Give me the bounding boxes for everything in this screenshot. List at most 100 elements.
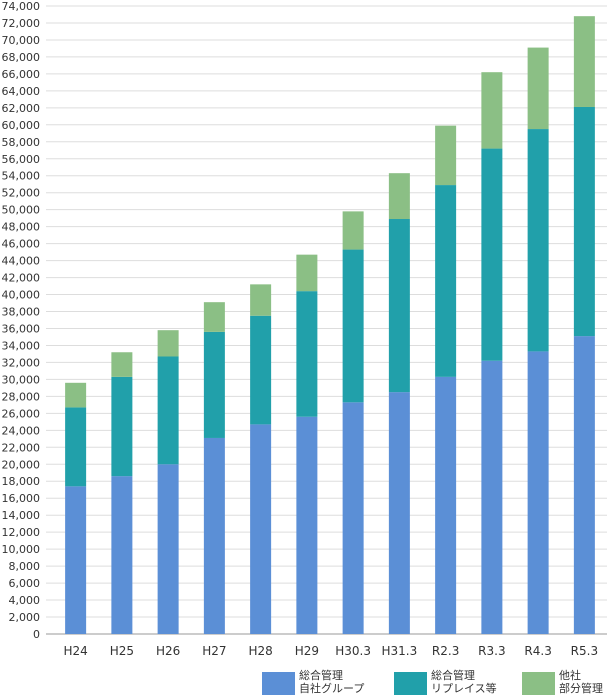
y-tick-label: 48,000 xyxy=(2,221,41,234)
bar-segment-1 xyxy=(342,402,364,634)
bar-segment-1 xyxy=(435,376,457,634)
y-tick-label: 24,000 xyxy=(2,424,41,437)
x-category-label: H26 xyxy=(156,644,180,658)
bar-segment-2 xyxy=(111,376,133,477)
legend-label-line: リプレイス等 xyxy=(431,681,497,695)
legend-label-1: 総合管理自社グループ xyxy=(299,668,364,695)
y-tick-label: 30,000 xyxy=(2,373,41,386)
y-tick-label: 28,000 xyxy=(2,390,41,403)
y-tick-label: 16,000 xyxy=(2,492,41,505)
y-tick-label: 60,000 xyxy=(2,119,41,132)
bar-segment-2 xyxy=(203,331,225,438)
bar-segment-2 xyxy=(296,291,318,417)
bar-segment-3 xyxy=(65,382,87,408)
x-axis-category-labels: H24 H25 H26 H27 H28 H29 H30.3 H31.3 R2.3 R3.3 R4.3… xyxy=(63,644,598,658)
y-tick-label: 68,000 xyxy=(2,51,41,64)
x-category-label: H29 xyxy=(295,644,319,658)
bar-segment-3 xyxy=(342,211,364,250)
y-tick-label: 0 xyxy=(33,628,40,641)
legend-label-line: 総合管理 xyxy=(299,668,343,682)
x-category-label: H27 xyxy=(202,644,226,658)
y-tick-label: 32,000 xyxy=(2,356,41,369)
y-tick-label: 12,000 xyxy=(2,526,41,539)
legend-label-line: 総合管理 xyxy=(431,668,475,682)
bar-segment-3 xyxy=(388,173,410,220)
gridlines xyxy=(46,5,607,635)
y-tick-label: 34,000 xyxy=(2,339,41,352)
bar-segment-3 xyxy=(203,302,225,332)
bar-segment-1 xyxy=(65,486,87,634)
bar-segment-3 xyxy=(111,352,133,377)
bar-segment-2 xyxy=(157,356,179,465)
y-tick-label: 70,000 xyxy=(2,34,41,47)
bar-segment-2 xyxy=(435,185,457,377)
y-tick-label: 2,000 xyxy=(9,611,41,624)
bar-segment-1 xyxy=(157,464,179,634)
y-tick-label: 6,000 xyxy=(9,577,41,590)
y-tick-label: 72,000 xyxy=(2,17,41,30)
x-category-label: R4.3 xyxy=(524,644,551,658)
x-category-label: H28 xyxy=(248,644,272,658)
bar-segment-1 xyxy=(527,351,549,634)
y-tick-label: 20,000 xyxy=(2,458,41,471)
x-category-label: R3.3 xyxy=(478,644,505,658)
bar-segment-2 xyxy=(481,148,503,361)
bar-segment-3 xyxy=(481,72,503,149)
y-tick-label: 38,000 xyxy=(2,306,41,319)
y-tick-label: 8,000 xyxy=(9,560,41,573)
x-category-label: R5.3 xyxy=(571,644,598,658)
y-tick-label: 58,000 xyxy=(2,136,41,149)
y-tick-label: 54,000 xyxy=(2,170,41,183)
x-category-label: H24 xyxy=(63,644,87,658)
y-axis-tick-labels: 0 2,000 4,000 6,000 8,000 10,000 12,000 14,000 1… xyxy=(2,0,41,641)
bar-segment-2 xyxy=(250,315,272,425)
y-tick-label: 56,000 xyxy=(2,153,41,166)
y-tick-label: 40,000 xyxy=(2,289,41,302)
y-tick-label: 74,000 xyxy=(2,0,41,13)
bar-segment-3 xyxy=(296,254,318,292)
y-tick-label: 66,000 xyxy=(2,68,41,81)
bar-segment-1 xyxy=(203,437,225,634)
y-tick-label: 64,000 xyxy=(2,85,41,98)
bar-segment-1 xyxy=(296,416,318,634)
legend-label-line: 自社グループ xyxy=(299,681,364,695)
legend-label-line: 部分管理 xyxy=(559,681,603,695)
bars xyxy=(65,16,595,634)
legend-label-3: 他社部分管理 xyxy=(559,668,603,695)
y-tick-label: 62,000 xyxy=(2,102,41,115)
bar-segment-3 xyxy=(435,125,457,186)
bar-segment-2 xyxy=(527,129,549,352)
y-tick-label: 50,000 xyxy=(2,204,41,217)
legend-swatch-2 xyxy=(394,672,427,695)
x-category-label: R2.3 xyxy=(432,644,459,658)
bar-segment-1 xyxy=(250,424,272,634)
x-category-label: H30.3 xyxy=(335,644,371,658)
bar-segment-2 xyxy=(388,219,410,393)
x-category-label: H31.3 xyxy=(382,644,418,658)
y-tick-label: 52,000 xyxy=(2,187,41,200)
y-tick-label: 22,000 xyxy=(2,441,41,454)
bar-segment-2 xyxy=(573,106,595,337)
legend-swatch-3 xyxy=(522,672,555,695)
bar-segment-3 xyxy=(527,47,549,130)
legend-label-line: 他社 xyxy=(559,668,581,682)
bar-segment-1 xyxy=(573,336,595,634)
y-tick-label: 36,000 xyxy=(2,322,41,335)
bar-segment-2 xyxy=(65,407,87,487)
bar-segment-3 xyxy=(573,16,595,107)
y-tick-label: 44,000 xyxy=(2,255,41,268)
y-tick-label: 4,000 xyxy=(9,594,41,607)
legend-swatch-1 xyxy=(262,672,295,695)
bar-segment-1 xyxy=(388,392,410,634)
y-tick-label: 10,000 xyxy=(2,543,41,556)
bar-segment-2 xyxy=(342,249,364,403)
bar-segment-1 xyxy=(111,476,133,634)
bar-segment-3 xyxy=(250,284,272,316)
y-tick-label: 46,000 xyxy=(2,238,41,251)
y-tick-label: 42,000 xyxy=(2,272,41,285)
x-category-label: H25 xyxy=(110,644,134,658)
legend-label-2: 総合管理リプレイス等 xyxy=(431,668,497,695)
y-tick-label: 26,000 xyxy=(2,407,41,420)
